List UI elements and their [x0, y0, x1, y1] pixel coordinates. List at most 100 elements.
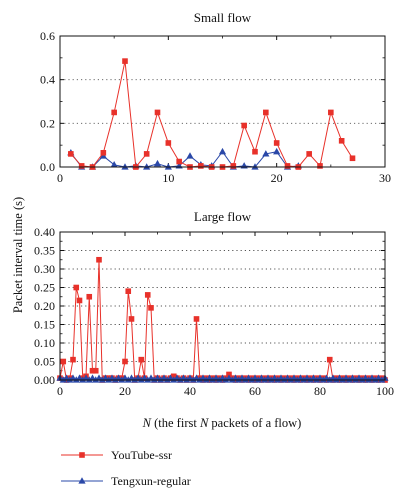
- data-point-triangle: [163, 376, 171, 383]
- data-point-triangle: [280, 376, 288, 383]
- x-axis-label: N (the first N packets of a flow): [142, 416, 302, 430]
- data-point-triangle: [274, 376, 282, 383]
- data-point-triangle: [273, 147, 281, 155]
- data-point-triangle: [262, 150, 270, 157]
- data-point-square: [76, 297, 83, 304]
- y-tick-label: 0.10: [34, 336, 55, 350]
- data-point-square: [128, 316, 135, 322]
- data-point-square: [125, 288, 132, 294]
- y-tick-label: 0.4: [40, 73, 55, 87]
- data-point-triangle: [66, 376, 74, 383]
- data-point-triangle: [378, 376, 386, 383]
- data-point-triangle: [240, 162, 248, 169]
- data-point-square: [284, 163, 291, 169]
- x-tick-label: 60: [249, 384, 261, 398]
- data-point-square: [176, 158, 182, 165]
- data-point-triangle: [186, 152, 194, 159]
- data-point-square: [60, 358, 67, 365]
- data-point-square: [252, 148, 258, 155]
- y-tick-label: 0.40: [34, 225, 55, 239]
- data-point-triangle: [131, 376, 139, 383]
- data-point-square: [273, 140, 280, 146]
- panel-small-flow: Small flow 0.0 0.2 0.4 0.6 0 10 20 30: [40, 10, 391, 185]
- series-line: [59, 259, 386, 381]
- data-point-triangle: [170, 376, 178, 383]
- data-point-triangle: [196, 376, 204, 383]
- data-point-square: [165, 140, 172, 146]
- data-point-triangle: [121, 163, 129, 170]
- legend-label: YouTube-ssr: [111, 448, 172, 462]
- chart-title: Small flow: [194, 10, 252, 25]
- data-point-square: [122, 358, 128, 365]
- legend-item: YouTube-ssr: [61, 448, 172, 462]
- data-point-triangle: [92, 376, 100, 383]
- data-point-triangle: [235, 376, 243, 383]
- data-point-triangle: [306, 376, 314, 383]
- data-point-square: [241, 122, 247, 129]
- data-point-triangle: [189, 376, 197, 383]
- x-tick-label: 40: [184, 384, 196, 398]
- data-point-square: [338, 138, 345, 144]
- data-point-square: [138, 356, 145, 363]
- data-point-square: [111, 109, 117, 116]
- data-point-square: [89, 367, 96, 374]
- data-point-triangle: [293, 376, 301, 383]
- data-point-triangle: [313, 376, 321, 383]
- data-point-triangle: [326, 376, 334, 383]
- data-point-triangle: [371, 376, 379, 383]
- panel-large-flow: Large flow 0.00 0.05 0.10 0.15 0.20 0.25 0.30 0.…: [34, 209, 394, 398]
- data-point-triangle: [144, 376, 152, 383]
- plot-frame: [59, 35, 386, 168]
- data-point-square: [144, 292, 151, 298]
- data-point-triangle: [164, 163, 172, 170]
- data-point-triangle: [202, 376, 210, 383]
- y-tick-label: 0.35: [34, 244, 55, 258]
- data-point-triangle: [251, 163, 259, 170]
- x-axis-label-end: packets of a flow): [208, 416, 301, 430]
- series-line: [70, 150, 299, 168]
- data-point-square: [68, 151, 74, 157]
- y-axis-label: Packet interval time (s): [11, 197, 25, 313]
- plot-frame: [59, 231, 386, 381]
- data-point-triangle: [209, 376, 217, 383]
- y-tick-label: 0.2: [40, 116, 55, 130]
- x-axis-label-var1: N: [142, 416, 152, 430]
- legend-triangle-marker: [78, 477, 86, 484]
- data-point-square: [143, 151, 150, 157]
- data-point-triangle: [339, 376, 347, 383]
- y-tick-label: 0.15: [34, 318, 55, 332]
- data-point-triangle: [110, 161, 118, 168]
- data-point-triangle: [137, 376, 145, 383]
- data-point-triangle: [261, 376, 269, 383]
- data-point-triangle: [358, 376, 366, 383]
- data-point-square: [96, 256, 102, 263]
- x-tick-label: 100: [376, 384, 394, 398]
- legend: YouTube-ssr Tengxun-regular: [61, 448, 191, 488]
- data-point-square: [73, 284, 80, 291]
- x-tick-label: 10: [162, 171, 174, 185]
- x-axis-label-mid: (the first: [151, 416, 200, 430]
- data-point-triangle: [72, 376, 80, 383]
- data-point-square: [230, 163, 237, 169]
- data-point-triangle: [345, 376, 353, 383]
- x-tick-label: 20: [119, 384, 131, 398]
- x-tick-label: 30: [379, 171, 391, 185]
- x-tick-label: 20: [271, 171, 283, 185]
- data-point-triangle: [98, 376, 106, 383]
- x-tick-label: 0: [57, 171, 63, 185]
- data-point-triangle: [176, 376, 184, 383]
- legend-label: Tengxun-regular: [111, 474, 191, 488]
- legend-item: Tengxun-regular: [61, 474, 191, 488]
- data-point-triangle: [105, 376, 113, 383]
- x-tick-label: 80: [314, 384, 326, 398]
- data-point-square: [198, 163, 204, 169]
- data-point-square: [100, 150, 107, 156]
- data-point-square: [86, 293, 93, 300]
- data-point-square: [154, 109, 161, 116]
- data-point-triangle: [143, 163, 151, 170]
- data-point-triangle: [183, 376, 191, 383]
- data-point-triangle: [228, 376, 236, 383]
- data-point-triangle: [248, 376, 256, 383]
- data-point-square: [78, 163, 85, 169]
- data-point-triangle: [79, 376, 87, 383]
